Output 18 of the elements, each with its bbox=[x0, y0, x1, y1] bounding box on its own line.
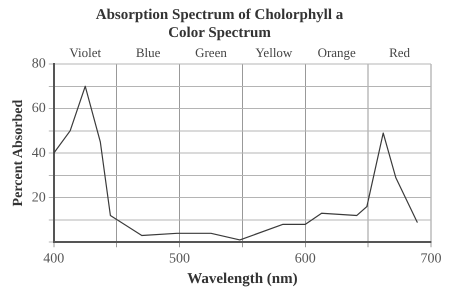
y-tick-label: 60 bbox=[32, 101, 46, 116]
text: Yellow bbox=[255, 44, 293, 60]
x-tick-label: 700 bbox=[420, 251, 442, 266]
text: Red bbox=[389, 44, 411, 60]
chart-title: Absorption Spectrum of Cholorphyll a bbox=[96, 6, 344, 23]
y-tick-label: 40 bbox=[32, 146, 46, 161]
chart-subtitle: Color Spectrum bbox=[168, 24, 272, 41]
text: Blue bbox=[136, 44, 161, 60]
y-tick-label: 20 bbox=[32, 190, 46, 206]
y-axis-title: Percent Absorbed bbox=[11, 100, 26, 206]
x-axis-title: Wavelength (nm) bbox=[187, 270, 298, 287]
text: Orange bbox=[318, 44, 356, 60]
text: Green bbox=[195, 44, 228, 60]
y-tick-label: 80 bbox=[32, 56, 46, 72]
text: Violet bbox=[69, 44, 102, 60]
x-tick-label: 500 bbox=[169, 251, 190, 266]
x-tick-label: 400 bbox=[43, 251, 64, 266]
x-tick-label: 600 bbox=[294, 251, 316, 266]
